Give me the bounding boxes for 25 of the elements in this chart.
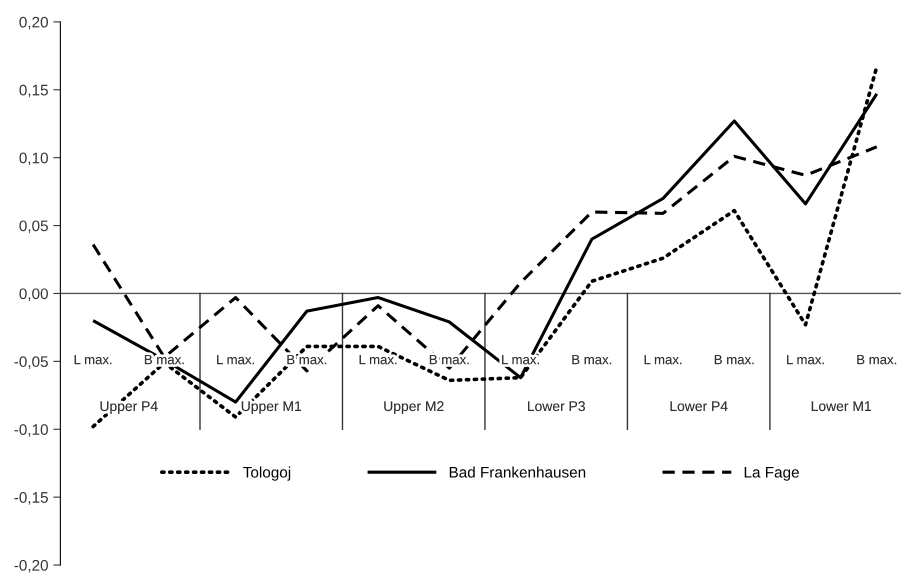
legend-label: Bad Frankenhausen	[450, 466, 586, 478]
x-tick-label: L max.	[787, 355, 824, 364]
y-tick-label: -0,15	[14, 492, 48, 505]
y-tick-label: 0,20	[19, 16, 48, 30]
annotation: Upper M2	[384, 401, 444, 414]
y-tick-label: 0,00	[19, 288, 48, 301]
y-tick-label: -0,10	[14, 424, 48, 437]
legend-label: Tologoj	[243, 466, 290, 481]
annotation: Lower M1	[812, 401, 871, 412]
y-tick-label: -0,05	[14, 356, 48, 369]
x-tick-label: L max.	[217, 355, 254, 364]
x-tick-label: L max.	[74, 355, 112, 364]
x-tick-label: L max.	[644, 355, 682, 364]
y-tick-label: 0,10	[19, 152, 48, 166]
x-tick-label: L max.	[360, 355, 396, 364]
y-tick-label: 0,05	[19, 220, 48, 234]
x-tick-label: B max.	[430, 355, 469, 364]
y-tick-label: 0,15	[19, 84, 48, 98]
legend-label: La Fage	[744, 467, 799, 481]
y-tick-label: -0,20	[14, 560, 48, 573]
annotation: Lower P4	[670, 401, 728, 412]
x-tick-label: B max.	[714, 355, 754, 364]
x-tick-label: B max.	[857, 355, 896, 364]
annotation: Lower P3	[528, 401, 585, 412]
x-tick-label: B max.	[572, 355, 612, 364]
